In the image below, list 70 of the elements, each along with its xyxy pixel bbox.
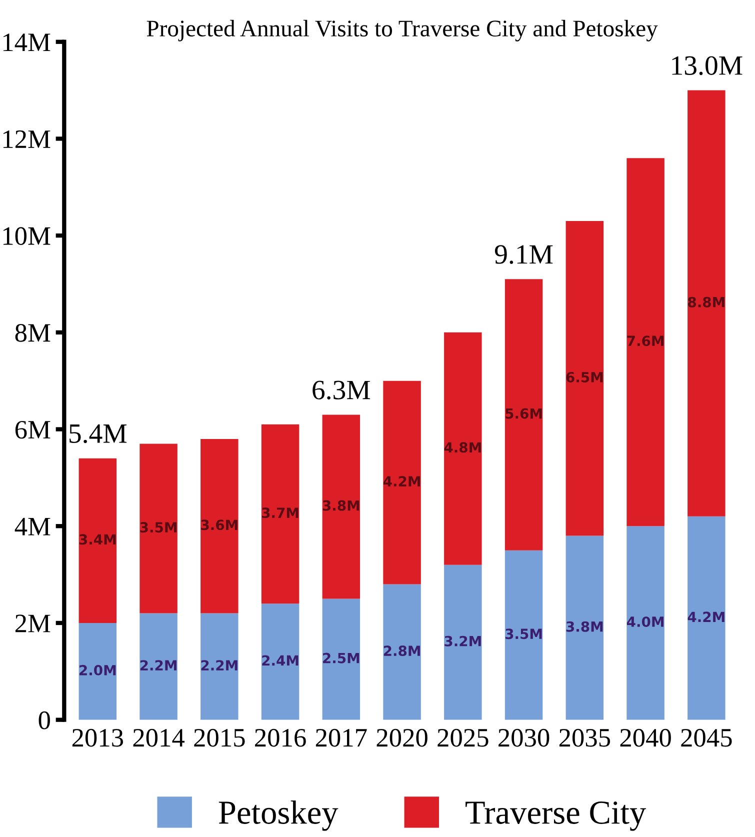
x-tick-label: 2013 (72, 728, 124, 747)
x-tick-label: 2040 (620, 728, 671, 747)
total-label: 5.4M (70, 424, 127, 444)
total-label: 13.0M (672, 56, 742, 76)
bar (261, 424, 300, 604)
y-tick-label: 8M (15, 324, 50, 342)
y-tick-label: 4M (14, 518, 50, 536)
x-tick-label: 2045 (681, 728, 732, 747)
data-label: 2.0M (80, 664, 116, 676)
y-tick-label: 0 (38, 711, 50, 730)
y-tick-label: 10M (3, 227, 50, 245)
data-label: 2.2M (140, 660, 176, 670)
bar (322, 598, 360, 720)
data-label: 2.2M (201, 660, 238, 670)
bar (444, 332, 482, 565)
data-label: 3.5M (140, 522, 176, 533)
bar (626, 526, 664, 720)
bar (504, 550, 543, 720)
bar (444, 564, 482, 720)
bar (504, 279, 543, 550)
bar (140, 444, 178, 614)
x-tick-label: 2020 (376, 728, 428, 747)
legend-label: Traverse City (466, 802, 646, 831)
bar (383, 584, 421, 720)
data-label: 5.6M (506, 408, 542, 419)
x-tick-label: 2025 (438, 728, 488, 747)
x-tick-label: 2035 (559, 728, 610, 747)
total-label: 6.3M (312, 380, 370, 400)
data-label: 3.7M (262, 508, 298, 518)
data-label: 3.6M (201, 520, 238, 530)
x-tick-label: 2016 (255, 728, 306, 747)
data-label: 3.8M (566, 621, 603, 632)
data-label: 2.8M (384, 646, 420, 656)
legend-label: Petoskey (218, 800, 338, 831)
x-tick-label: 2014 (133, 728, 185, 747)
bar (566, 536, 604, 720)
bar (78, 622, 117, 720)
y-tick-label: 12M (3, 130, 50, 148)
bar (261, 604, 300, 720)
data-label: 4.2M (688, 612, 724, 622)
bar (566, 221, 604, 536)
bar (200, 438, 238, 614)
y-tick-label: 2M (15, 614, 50, 632)
data-label: 2.5M (323, 652, 360, 664)
bar (322, 414, 360, 599)
data-label: 4.8M (444, 442, 481, 453)
data-label: 4.0M (626, 616, 664, 627)
data-label: 6.5M (566, 372, 603, 382)
chart-title: Projected Annual Visits to Traverse City and Petoskey (146, 20, 658, 42)
bar (78, 458, 117, 623)
total-label: 9.1M (494, 245, 553, 264)
x-tick-label: 2015 (194, 728, 245, 747)
data-label: 4.2M (383, 476, 420, 486)
data-label: 8.8M (688, 296, 724, 308)
data-label: 3.2M (444, 636, 481, 646)
data-label: 3.8M (322, 500, 360, 511)
y-tick-label: 6M (15, 420, 50, 439)
x-tick-label: 2017 (316, 728, 367, 747)
bar (688, 90, 726, 516)
data-label: 3.4M (79, 534, 116, 545)
bar (626, 158, 664, 526)
data-label: 7.6M (627, 336, 664, 346)
bar (383, 380, 421, 584)
data-label: 2.4M (262, 655, 298, 666)
bar (140, 613, 178, 720)
y-tick-label: 14M (3, 34, 50, 52)
data-label: 3.5M (506, 628, 542, 640)
x-tick-label: 2030 (498, 728, 550, 747)
bar (688, 516, 726, 720)
bar (200, 613, 238, 720)
